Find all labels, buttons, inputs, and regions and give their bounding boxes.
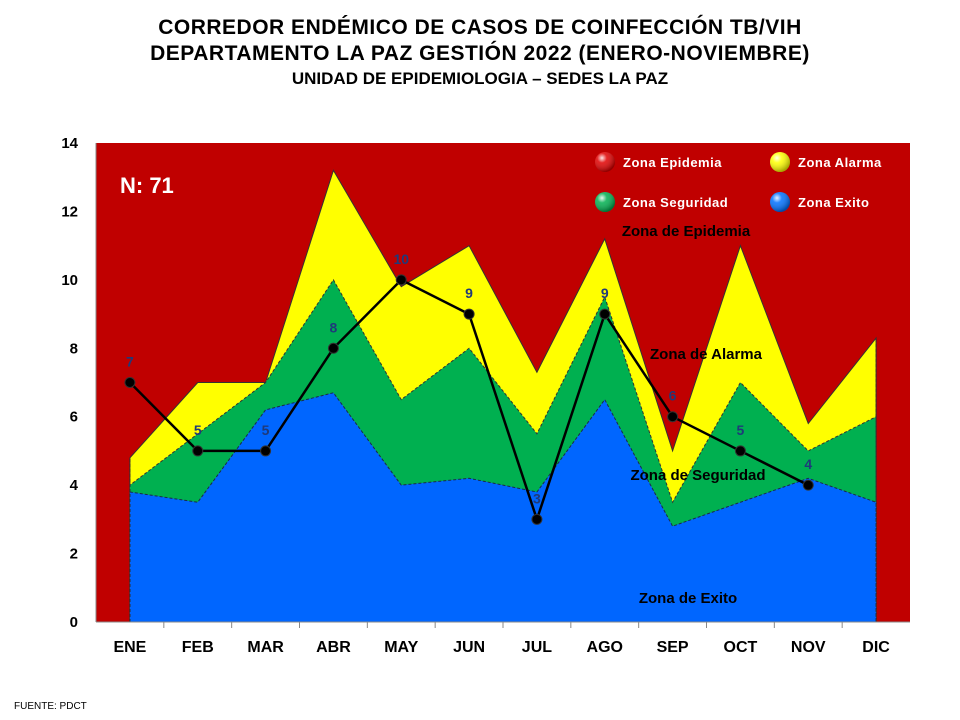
y-tick-label: 2: [70, 546, 78, 563]
x-tick-label: MAY: [384, 639, 418, 656]
case-point: [327, 342, 339, 354]
legend-marker-shine: [770, 192, 790, 212]
case-point: [667, 411, 679, 423]
chart-title-line1: CORREDOR ENDÉMICO DE CASOS DE COINFECCIÓ…: [158, 16, 802, 39]
x-tick-label: SEP: [657, 639, 689, 656]
zona-alarma-label: Zona de Alarma: [650, 346, 763, 363]
legend-marker-shine: [770, 152, 790, 172]
case-point: [734, 445, 746, 457]
case-data-label: 7: [126, 354, 134, 370]
chart-title-line2: DEPARTAMENTO LA PAZ GESTIÓN 2022 (ENERO-…: [150, 42, 810, 65]
case-data-label: 5: [737, 422, 745, 438]
case-point: [395, 274, 407, 286]
case-data-label: 4: [804, 456, 812, 472]
x-tick-label: FEB: [182, 639, 214, 656]
case-point: [124, 377, 136, 388]
legend-entry-label: Zona Exito: [798, 195, 869, 210]
case-point: [192, 445, 204, 457]
x-tick-label: ENE: [113, 639, 146, 656]
case-point: [463, 308, 475, 320]
y-tick-label: 12: [61, 203, 78, 220]
x-tick-label: OCT: [724, 639, 758, 656]
source-note: FUENTE: PDCT: [14, 701, 87, 712]
legend-marker-shine: [595, 152, 615, 172]
y-tick-label: 0: [70, 614, 78, 631]
case-data-label: 5: [262, 422, 270, 438]
case-data-label: 9: [465, 285, 473, 301]
x-tick-label: JUN: [453, 639, 485, 656]
case-data-label: 10: [393, 251, 409, 267]
y-tick-label: 8: [70, 340, 78, 357]
x-tick-label: ABR: [316, 639, 351, 656]
case-point: [802, 479, 814, 491]
chart-subtitle: UNIDAD DE EPIDEMIOLOGIA – SEDES LA PAZ: [291, 69, 669, 88]
case-data-label: 3: [533, 490, 541, 506]
y-tick-label: 4: [70, 477, 79, 494]
legend-entry-label: Zona Alarma: [798, 155, 882, 170]
zona-epidemia-label: Zona de Epidemia: [622, 223, 751, 240]
zona-seguridad-label: Zona de Seguridad: [630, 467, 765, 484]
case-point: [599, 308, 611, 320]
legend-entry-label: Zona Seguridad: [623, 195, 728, 210]
x-tick-label: NOV: [791, 639, 826, 656]
case-point: [260, 445, 272, 457]
x-tick-label: JUL: [522, 639, 552, 656]
y-tick-label: 10: [61, 272, 78, 289]
n-total-label: N: 71: [120, 173, 174, 198]
y-tick-label: 6: [70, 409, 78, 426]
zona-exito-area: [129, 392, 877, 623]
case-data-label: 6: [669, 388, 677, 404]
x-tick-label: MAR: [247, 639, 284, 656]
case-data-label: 8: [330, 319, 338, 335]
x-tick-label: AGO: [587, 639, 623, 656]
case-data-label: 5: [194, 422, 202, 438]
legend-entry-label: Zona Epidemia: [623, 155, 722, 170]
case-data-label: 9: [601, 285, 609, 301]
x-tick-label: DIC: [862, 639, 890, 656]
zona-exito-label: Zona de Exito: [639, 590, 737, 607]
y-tick-label: 14: [61, 135, 78, 152]
legend-marker-shine: [595, 192, 615, 212]
case-point: [531, 513, 543, 525]
